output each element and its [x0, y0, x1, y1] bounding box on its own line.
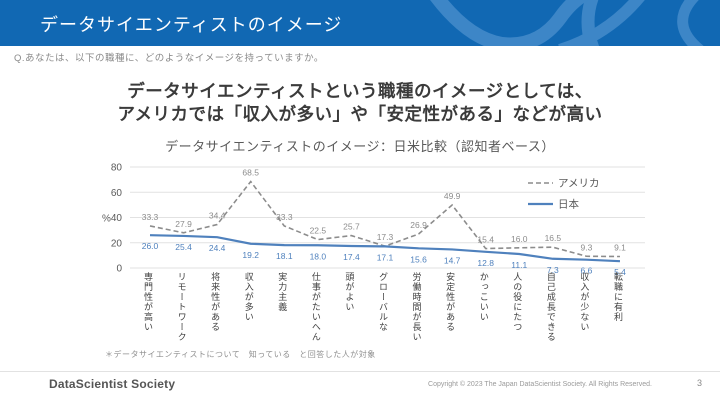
svg-text:0: 0 — [116, 264, 122, 275]
series-line-1 — [149, 234, 621, 263]
svg-text:14.7: 14.7 — [444, 255, 461, 265]
y-axis-unit-label: % — [102, 214, 111, 225]
svg-text:7.3: 7.3 — [547, 265, 559, 275]
svg-text:26.0: 26.0 — [142, 241, 159, 251]
svg-text:12.8: 12.8 — [477, 258, 494, 268]
svg-text:20: 20 — [111, 238, 123, 249]
svg-text:9.1: 9.1 — [614, 243, 626, 253]
svg-text:25.4: 25.4 — [175, 242, 192, 252]
svg-text:24.4: 24.4 — [209, 243, 226, 253]
page-number: 3 — [696, 378, 702, 388]
category-label-6: 頭がよい — [344, 272, 355, 312]
svg-text:25.7: 25.7 — [343, 222, 360, 232]
copyright-text: Copyright © 2023 The Japan DataScientist… — [428, 381, 652, 388]
category-label-11: 人の役にたつ — [512, 272, 523, 332]
svg-text:17.1: 17.1 — [377, 252, 394, 262]
category-label-12: 自己成長できる — [545, 272, 556, 342]
svg-text:18.0: 18.0 — [310, 251, 327, 261]
category-label-5: 仕事がたいへん — [310, 272, 321, 342]
category-label-9: 安定性がある — [445, 272, 456, 332]
svg-text:5.4: 5.4 — [614, 267, 626, 277]
svg-text:40: 40 — [111, 213, 123, 224]
data-labels-0: 33.3 27.9 34.4 68.5 33.3 22.5 25.7 17.3 26.9 49.9… — [142, 168, 626, 253]
svg-text:27.9: 27.9 — [175, 219, 192, 229]
svg-text:26.9: 26.9 — [410, 220, 427, 230]
brand-logo: DataScientist Society — [49, 377, 176, 391]
category-label-1: リモートワーク — [176, 272, 187, 342]
svg-text:19.2: 19.2 — [242, 250, 259, 260]
data-labels-1: 26.0 25.4 24.4 19.2 18.1 18.0 17.4 17.1 15.6 14.7… — [142, 241, 626, 277]
category-label-14: 転職に有利 — [612, 272, 623, 322]
svg-text:34.4: 34.4 — [209, 211, 226, 221]
category-label-0: 専門性が高い — [143, 272, 153, 332]
svg-text:33.3: 33.3 — [142, 212, 159, 222]
category-label-13: 収入が少ない — [579, 272, 590, 332]
category-label-3: 収入が多い — [243, 272, 254, 322]
key-message-line2: アメリカでは「収入が多い」や「安定性がある」などが高い — [117, 104, 603, 124]
chart-title: データサイエンティストのイメージ：日米比較（認知者ベース） — [165, 139, 555, 154]
svg-text:6.6: 6.6 — [580, 266, 592, 276]
svg-text:16.5: 16.5 — [545, 233, 562, 243]
header-bar: データサイエンティストのイメージ — [0, 0, 720, 46]
globe-decoration-icon — [430, 0, 704, 46]
svg-text:80: 80 — [111, 163, 123, 174]
category-label-7: グローバルな — [377, 272, 388, 332]
category-label-2: 将来性がある — [210, 272, 221, 332]
line-chart: 0 20 40 60 80% 33.3 27.9 34.4 68.5 33.3 22.5 25.7 17… — [102, 163, 645, 277]
y-axis: 0 20 40 60 80% — [102, 163, 122, 275]
key-message: データサイエンティストという職種のイメージとしては、 アメリカでは「収入が多い」… — [0, 80, 720, 126]
legend-label-1: 日本 — [558, 198, 579, 211]
category-label-10: かっこいい — [478, 272, 489, 322]
slide-title: データサイエンティストのイメージ — [40, 15, 343, 35]
category-label-8: 労働時間が長い — [411, 272, 422, 342]
svg-text:68.5: 68.5 — [242, 168, 259, 178]
key-message-line1: データサイエンティストという職種のイメージとしては、 — [127, 81, 593, 101]
footnote: ＊データサイエンティストについて 知っている と回答した人が対象 — [105, 350, 376, 359]
svg-text:17.4: 17.4 — [343, 252, 360, 262]
svg-text:11.1: 11.1 — [511, 260, 527, 270]
gridlines — [130, 166, 645, 269]
svg-text:49.9: 49.9 — [444, 191, 461, 201]
svg-text:15.6: 15.6 — [410, 254, 427, 264]
question-text: Q.あなたは、以下の職種に、どのようなイメージを持っていますか。 — [14, 53, 324, 64]
svg-text:18.1: 18.1 — [276, 251, 293, 261]
svg-text:17.3: 17.3 — [377, 232, 394, 242]
footer-divider — [0, 371, 720, 372]
svg-text:22.5: 22.5 — [310, 226, 327, 236]
category-label-4: 実力主義 — [277, 272, 288, 312]
legend-label-0: アメリカ — [558, 178, 599, 190]
svg-text:9.3: 9.3 — [580, 242, 592, 252]
svg-text:60: 60 — [111, 188, 123, 199]
svg-text:33.3: 33.3 — [276, 212, 293, 222]
svg-text:16.0: 16.0 — [511, 234, 528, 244]
svg-text:15.4: 15.4 — [477, 235, 494, 245]
